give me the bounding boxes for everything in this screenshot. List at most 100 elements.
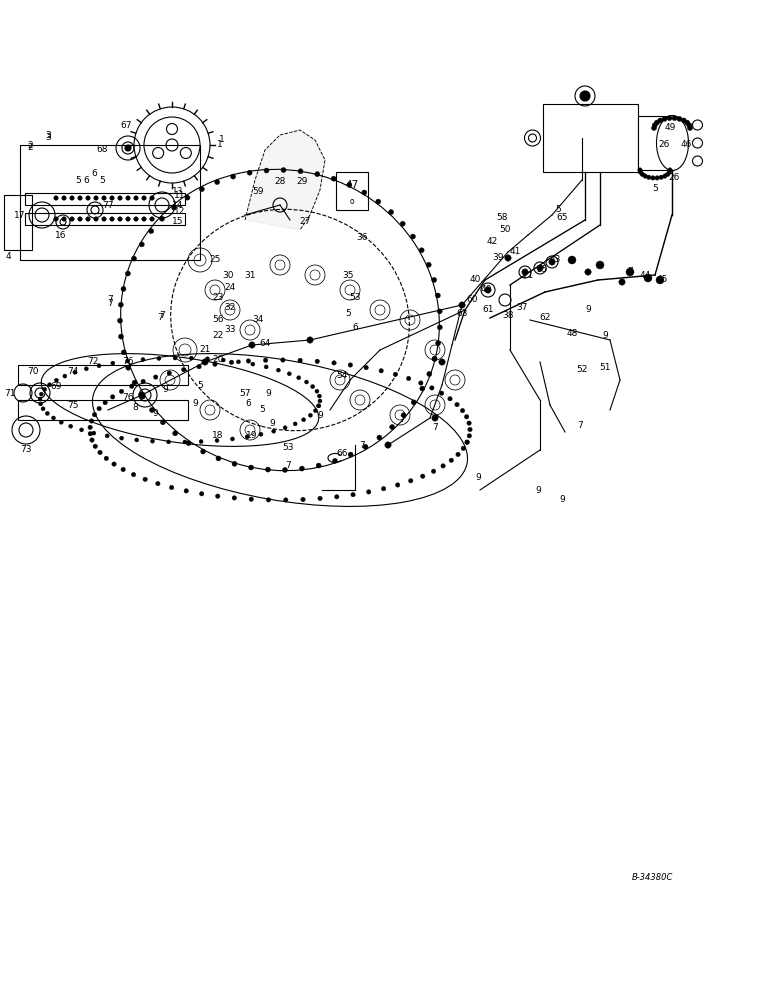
Circle shape: [48, 383, 52, 387]
Circle shape: [104, 456, 109, 461]
Circle shape: [110, 196, 114, 200]
Circle shape: [580, 91, 590, 101]
Circle shape: [157, 356, 161, 360]
Circle shape: [384, 442, 391, 448]
Circle shape: [150, 217, 154, 221]
Text: 64: 64: [259, 338, 271, 348]
Circle shape: [432, 356, 437, 361]
Text: 65: 65: [557, 214, 567, 223]
Circle shape: [105, 434, 109, 438]
Circle shape: [688, 125, 692, 130]
Circle shape: [130, 384, 134, 388]
Circle shape: [132, 380, 137, 385]
Polygon shape: [245, 130, 325, 230]
Circle shape: [668, 168, 672, 172]
Circle shape: [638, 168, 642, 172]
Circle shape: [213, 362, 217, 366]
Text: 7: 7: [577, 422, 583, 430]
Text: 21: 21: [199, 346, 211, 355]
Circle shape: [259, 432, 263, 436]
Text: 76: 76: [122, 357, 134, 365]
Circle shape: [160, 216, 164, 221]
Circle shape: [264, 168, 269, 173]
Circle shape: [151, 439, 154, 443]
Circle shape: [38, 397, 42, 401]
Circle shape: [41, 407, 45, 411]
Circle shape: [287, 372, 291, 376]
Circle shape: [362, 190, 367, 195]
Circle shape: [263, 358, 268, 362]
Circle shape: [78, 217, 82, 221]
Text: 5: 5: [75, 176, 81, 185]
Text: 69: 69: [50, 382, 62, 391]
Text: 68: 68: [96, 145, 108, 154]
Text: 44: 44: [639, 271, 651, 280]
Circle shape: [156, 481, 160, 486]
Circle shape: [317, 404, 320, 408]
Text: 48: 48: [567, 328, 577, 338]
Circle shape: [216, 456, 221, 461]
Text: 9: 9: [265, 388, 271, 397]
Circle shape: [52, 416, 56, 420]
Circle shape: [266, 467, 270, 472]
Bar: [4, 195, 32, 250]
Text: 66: 66: [337, 448, 347, 458]
Circle shape: [460, 408, 465, 413]
Text: 6: 6: [245, 398, 251, 408]
Text: 55: 55: [537, 265, 548, 274]
Text: B-34380C: B-34380C: [632, 874, 673, 882]
Text: 42: 42: [486, 237, 498, 246]
Circle shape: [249, 497, 253, 501]
Circle shape: [73, 370, 77, 374]
Circle shape: [121, 350, 127, 355]
Circle shape: [161, 420, 165, 425]
Circle shape: [110, 395, 115, 399]
Bar: [20, 145, 200, 260]
Circle shape: [63, 374, 67, 378]
Circle shape: [264, 365, 268, 369]
Circle shape: [426, 262, 432, 267]
Circle shape: [420, 386, 425, 391]
Circle shape: [333, 458, 337, 463]
Circle shape: [643, 174, 648, 178]
Circle shape: [283, 498, 288, 502]
Text: 71: 71: [5, 388, 15, 397]
Circle shape: [348, 452, 353, 457]
Text: 36: 36: [356, 233, 367, 242]
Circle shape: [120, 389, 124, 394]
Text: 7: 7: [399, 416, 405, 424]
Text: 63: 63: [456, 308, 468, 318]
Circle shape: [131, 472, 136, 477]
Circle shape: [173, 431, 178, 436]
Circle shape: [448, 397, 452, 401]
Circle shape: [302, 418, 306, 422]
Text: 50: 50: [499, 226, 511, 234]
Circle shape: [236, 360, 240, 364]
Circle shape: [317, 394, 321, 398]
Circle shape: [150, 407, 154, 412]
Circle shape: [665, 172, 670, 177]
Circle shape: [317, 463, 321, 468]
Circle shape: [432, 356, 437, 361]
Circle shape: [140, 394, 145, 399]
Text: 22: 22: [212, 332, 224, 340]
Circle shape: [465, 440, 469, 444]
Text: 8: 8: [132, 403, 138, 412]
Text: 24: 24: [225, 284, 235, 292]
Circle shape: [662, 116, 667, 121]
Circle shape: [432, 277, 437, 282]
Text: 62: 62: [540, 314, 550, 322]
Text: 7: 7: [432, 424, 438, 432]
Circle shape: [120, 436, 124, 440]
Text: 16: 16: [56, 232, 66, 240]
Circle shape: [390, 425, 394, 430]
Circle shape: [672, 116, 677, 121]
Circle shape: [376, 199, 381, 204]
Text: 9: 9: [535, 486, 541, 495]
Bar: [18, 400, 188, 420]
Text: 45: 45: [656, 275, 668, 284]
Circle shape: [411, 234, 415, 239]
Text: 3: 3: [45, 131, 51, 140]
Text: 40: 40: [480, 286, 492, 294]
Circle shape: [596, 261, 604, 269]
